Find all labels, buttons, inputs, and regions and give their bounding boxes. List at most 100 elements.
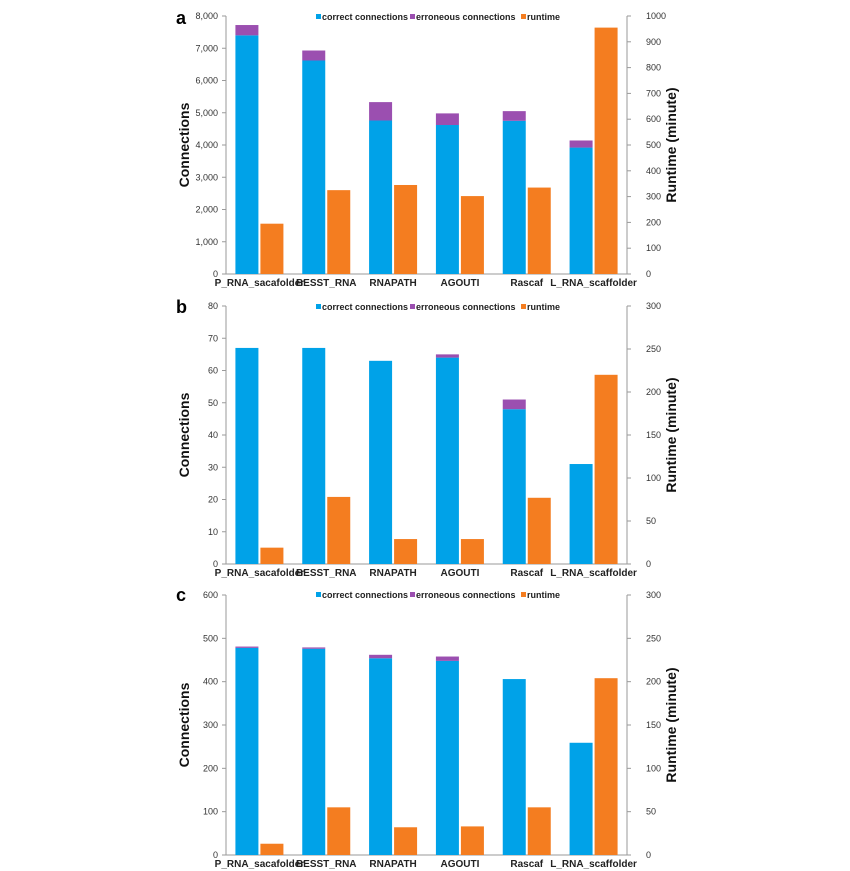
bar-correct-connections: [569, 464, 593, 564]
y2-tick-label: 0: [646, 850, 651, 860]
bar-runtime: [527, 807, 551, 855]
y-tick-label: 50: [208, 398, 218, 408]
legend-swatch: [521, 304, 526, 309]
y2-tick-label: 900: [646, 37, 661, 47]
y-tick-label: 5,000: [195, 108, 218, 118]
legend-swatch: [316, 14, 321, 19]
legend-label: runtime: [527, 590, 560, 600]
legend-swatch: [410, 14, 415, 19]
y-tick-label: 3,000: [195, 172, 218, 182]
y2-tick-label: 300: [646, 192, 661, 202]
y2-tick-label: 700: [646, 88, 661, 98]
bar-runtime: [260, 547, 284, 564]
bar-correct-connections: [502, 679, 526, 855]
panel-letter: a: [176, 8, 187, 28]
y2-tick-label: 800: [646, 63, 661, 73]
legend-label: erroneous connections: [416, 12, 516, 22]
legend-label: correct connections: [322, 302, 408, 312]
y2-tick-label: 1000: [646, 11, 666, 21]
x-category-label: AGOUTI: [440, 859, 479, 870]
y-axis-title: Connections: [176, 682, 192, 767]
y2-tick-label: 150: [646, 430, 661, 440]
legend-label: erroneous connections: [416, 302, 516, 312]
bar-correct-connections: [302, 648, 326, 855]
x-category-label: BESST_RNA: [296, 859, 357, 870]
legend-swatch: [410, 592, 415, 597]
bar-runtime: [527, 497, 551, 564]
y-tick-label: 30: [208, 462, 218, 472]
y2-tick-label: 50: [646, 807, 656, 817]
bar-runtime: [594, 27, 618, 274]
y2-tick-label: 0: [646, 559, 651, 569]
legend-swatch: [410, 304, 415, 309]
y-tick-label: 600: [203, 590, 218, 600]
bar-erroneous-connections: [502, 111, 526, 121]
y2-axis-title: Runtime (minute): [663, 377, 679, 492]
y-tick-label: 8,000: [195, 11, 218, 21]
bar-runtime: [527, 187, 551, 274]
bar-erroneous-connections: [302, 50, 326, 61]
bar-correct-connections: [435, 660, 459, 855]
bar-erroneous-connections: [235, 646, 259, 648]
bar-correct-connections: [235, 347, 259, 564]
bar-correct-connections: [569, 742, 593, 855]
y-tick-label: 40: [208, 430, 218, 440]
panel-b: b 0 10 20 30 40 50 60 70 80 0 50 100 150 200 250 300 Conn…: [176, 297, 679, 579]
y-tick-label: 300: [203, 720, 218, 730]
x-category-label: P_RNA_sacafolder: [215, 859, 305, 870]
bar-correct-connections: [502, 409, 526, 564]
bar-correct-connections: [502, 120, 526, 274]
y-tick-label: 2,000: [195, 205, 218, 215]
y-tick-label: 80: [208, 301, 218, 311]
bar-erroneous-connections: [235, 25, 259, 36]
bar-runtime: [260, 223, 284, 274]
x-category-label: Rascaf: [510, 859, 543, 870]
bar-correct-connections: [235, 35, 259, 274]
y2-tick-label: 100: [646, 243, 661, 253]
bar-erroneous-connections: [369, 654, 393, 659]
legend-swatch: [521, 14, 526, 19]
y-tick-label: 0: [213, 269, 218, 279]
bar-runtime: [394, 539, 418, 564]
y2-tick-label: 200: [646, 387, 661, 397]
legend-label: erroneous connections: [416, 590, 516, 600]
y2-tick-label: 50: [646, 516, 656, 526]
bar-runtime: [327, 496, 351, 564]
bar-erroneous-connections: [502, 399, 526, 410]
y-tick-label: 400: [203, 677, 218, 687]
y2-axis-title: Runtime (minute): [663, 667, 679, 782]
bar-correct-connections: [435, 357, 459, 564]
y-tick-label: 0: [213, 559, 218, 569]
y2-axis-title: Runtime (minute): [663, 87, 679, 202]
x-category-label: AGOUTI: [440, 278, 479, 289]
y2-tick-label: 150: [646, 720, 661, 730]
bar-runtime: [594, 678, 618, 855]
y2-tick-label: 100: [646, 763, 661, 773]
bar-runtime: [327, 807, 351, 855]
x-category-label: RNAPATH: [369, 568, 416, 579]
bar-runtime: [460, 539, 484, 564]
bar-runtime: [594, 374, 618, 564]
y2-tick-label: 200: [646, 217, 661, 227]
y-axis-title: Connections: [176, 392, 192, 477]
y-axis-title: Connections: [176, 102, 192, 187]
panel-letter: b: [176, 297, 187, 317]
bar-erroneous-connections: [369, 102, 393, 121]
y2-tick-label: 0: [646, 269, 651, 279]
legend-swatch: [521, 592, 526, 597]
legend-label: correct connections: [322, 12, 408, 22]
legend-label: correct connections: [322, 590, 408, 600]
legend-swatch: [316, 592, 321, 597]
y2-tick-label: 250: [646, 344, 661, 354]
y2-tick-label: 200: [646, 677, 661, 687]
x-category-label: L_RNA_scaffolder: [550, 568, 637, 579]
y2-tick-label: 600: [646, 114, 661, 124]
x-category-label: P_RNA_sacafolder: [215, 568, 305, 579]
y2-tick-label: 100: [646, 473, 661, 483]
bar-erroneous-connections: [435, 354, 459, 358]
x-category-label: L_RNA_scaffolder: [550, 859, 637, 870]
y-tick-label: 1,000: [195, 237, 218, 247]
y-tick-label: 10: [208, 527, 218, 537]
x-category-label: L_RNA_scaffolder: [550, 278, 637, 289]
